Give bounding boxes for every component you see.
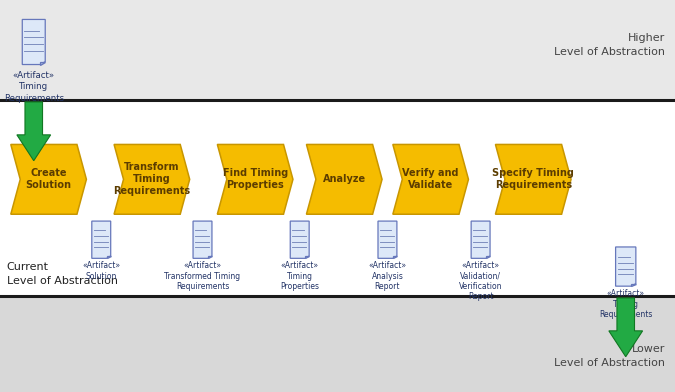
Text: Specify Timing
Requirements: Specify Timing Requirements: [492, 168, 574, 191]
Text: «Artifact»
Timing
Requirements: «Artifact» Timing Requirements: [3, 71, 64, 103]
Text: Analyze: Analyze: [323, 174, 366, 184]
Polygon shape: [107, 256, 111, 258]
Text: «Artifact»
Timing
Properties: «Artifact» Timing Properties: [280, 261, 319, 291]
Text: «Artifact»
Analysis
Report: «Artifact» Analysis Report: [369, 261, 406, 291]
Text: Verify and
Validate: Verify and Validate: [402, 168, 459, 191]
Polygon shape: [17, 102, 51, 161]
Text: «Artifact»
Timing
Requirements: «Artifact» Timing Requirements: [599, 289, 653, 319]
Polygon shape: [11, 145, 86, 214]
Polygon shape: [495, 145, 571, 214]
Polygon shape: [631, 283, 636, 286]
Polygon shape: [22, 20, 45, 65]
Polygon shape: [393, 145, 468, 214]
Text: Lower
Level of Abstraction: Lower Level of Abstraction: [554, 343, 665, 368]
Bar: [0, 0, 675, 100]
Polygon shape: [40, 62, 45, 65]
Polygon shape: [378, 221, 397, 258]
Text: «Artifact»
Transformed Timing
Requirements: «Artifact» Transformed Timing Requiremen…: [165, 261, 240, 291]
Polygon shape: [193, 221, 212, 258]
Text: «Artifact»
Validation/
Verification
Report: «Artifact» Validation/ Verification Repo…: [459, 261, 502, 301]
Polygon shape: [217, 145, 293, 214]
Bar: [0, 296, 675, 392]
Polygon shape: [471, 221, 490, 258]
Bar: [0, 100, 675, 296]
Text: Current
Level of Abstraction: Current Level of Abstraction: [7, 262, 117, 287]
Polygon shape: [393, 256, 397, 258]
Polygon shape: [92, 221, 111, 258]
Polygon shape: [609, 298, 643, 357]
Text: «Artifact»
Solution: «Artifact» Solution: [82, 261, 120, 281]
Text: Create
Solution: Create Solution: [26, 168, 72, 191]
Polygon shape: [290, 221, 309, 258]
Text: Higher
Level of Abstraction: Higher Level of Abstraction: [554, 33, 665, 57]
Polygon shape: [305, 256, 309, 258]
Polygon shape: [306, 145, 382, 214]
Polygon shape: [208, 256, 212, 258]
Text: Transform
Timing
Requirements: Transform Timing Requirements: [113, 162, 190, 196]
Polygon shape: [616, 247, 636, 286]
Text: Find Timing
Properties: Find Timing Properties: [223, 168, 288, 191]
Polygon shape: [114, 145, 190, 214]
Polygon shape: [486, 256, 490, 258]
